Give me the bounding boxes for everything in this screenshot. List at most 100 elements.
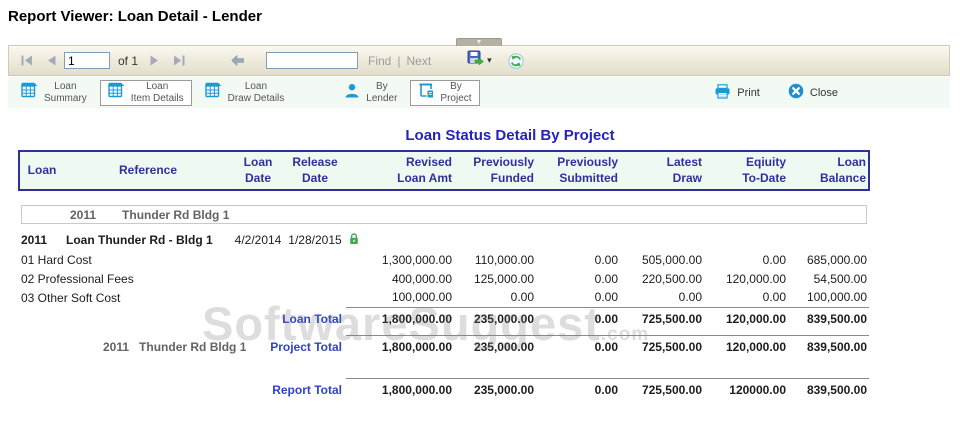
line-item-name: 03 Other Soft Cost xyxy=(21,290,121,305)
group-year: 2011 xyxy=(70,207,97,222)
lock-icon xyxy=(348,233,360,248)
loan-summary-button[interactable]: Loan Summary xyxy=(13,80,95,106)
latest-draw: 725,500.00 xyxy=(620,306,704,331)
latest-draw: 505,000.00 xyxy=(641,252,702,267)
print-button[interactable]: Print xyxy=(714,83,760,102)
find-next-link[interactable]: Next xyxy=(406,53,432,68)
loan-balance: 54,500.00 xyxy=(813,271,867,286)
export-save-icon xyxy=(467,50,485,71)
close-icon xyxy=(788,83,804,102)
nav-label: By xyxy=(450,81,462,92)
lock-status-cell xyxy=(346,229,869,250)
search-input[interactable] xyxy=(266,52,359,69)
col-header-reference: Reference xyxy=(64,149,232,192)
person-icon xyxy=(344,83,360,103)
loan-name: Loan Thunder Rd - Bldg 1 xyxy=(66,232,213,247)
loan-balance: 839,500.00 xyxy=(788,377,869,402)
last-page-icon[interactable] xyxy=(173,55,185,66)
previously-submitted: 0.00 xyxy=(594,290,618,305)
print-label: Print xyxy=(737,86,760,99)
close-button[interactable]: Close xyxy=(788,83,838,102)
find-next-divider: | xyxy=(397,53,401,68)
nav-label: Loan xyxy=(54,81,77,92)
loan-row: 2011 Loan Thunder Rd - Bldg 1 4/2/2014 1… xyxy=(19,229,869,250)
loan-status-table: Loan Reference Loan Date Release Date Revi… xyxy=(18,149,870,402)
latest-draw: 725,500.00 xyxy=(620,377,704,402)
equity-to-date: 120,000.00 xyxy=(704,306,788,331)
loan-item-details-button[interactable]: Loan Item Details xyxy=(99,79,192,106)
export-dropdown[interactable]: ▾ xyxy=(467,50,492,71)
latest-draw: 725,500.00 xyxy=(620,334,704,359)
previously-funded: 125,000.00 xyxy=(473,271,534,286)
close-label: Close xyxy=(809,86,838,99)
loan-balance: 839,500.00 xyxy=(788,334,869,359)
back-to-parent-icon[interactable] xyxy=(231,55,244,66)
by-project-button[interactable]: By Project xyxy=(410,79,480,106)
col-header-release-date: Release Date xyxy=(284,149,346,192)
nav-label: Loan xyxy=(244,81,268,92)
revised-loan-amt: 1,300,000.00 xyxy=(381,252,452,267)
previously-funded: 235,000.00 xyxy=(454,377,536,402)
col-header-previously-submitted: Previously Submitted xyxy=(536,149,620,192)
chevron-down-icon: ▾ xyxy=(487,55,492,65)
revised-loan-amt: 100,000.00 xyxy=(391,290,452,305)
group-header: 2011 Thunder Rd Bldg 1 xyxy=(21,205,867,225)
previously-submitted: 0.00 xyxy=(594,252,618,267)
first-page-icon[interactable] xyxy=(21,55,33,66)
previously-funded: 235,000.00 xyxy=(454,334,536,359)
refresh-icon[interactable] xyxy=(508,52,524,69)
equity-to-date: 120,000.00 xyxy=(704,334,788,359)
report-title: Loan Status Detail By Project xyxy=(405,127,615,144)
equity-to-date: 120,000.00 xyxy=(725,271,786,286)
line-item-name: 01 Hard Cost xyxy=(21,252,92,267)
previously-submitted: 0.00 xyxy=(536,377,620,402)
table-header-row: Loan Reference Loan Date Release Date Revi… xyxy=(18,149,870,192)
spreadsheet-report-icon xyxy=(204,82,222,103)
printer-icon xyxy=(714,83,731,102)
find-link[interactable]: Find xyxy=(368,53,392,68)
col-header-loan-balance: Loan Balance xyxy=(788,149,870,192)
previous-page-icon[interactable] xyxy=(47,55,56,66)
group-header-row: 2011 Thunder Rd Bldg 1 xyxy=(19,205,869,225)
by-lender-button[interactable]: By Lender xyxy=(336,80,405,106)
col-header-revised-loan-amt: Revised Loan Amt xyxy=(346,149,454,192)
collapse-toolbar-tab[interactable]: ▼ xyxy=(456,38,502,46)
col-header-previously-funded: Previously Funded xyxy=(454,149,536,192)
release-date: 1/28/2015 xyxy=(288,232,342,247)
page-number-input[interactable] xyxy=(64,52,110,69)
nav-label: Loan xyxy=(146,81,169,92)
col-header-equity-to-date: Eqiuity To-Date xyxy=(704,149,788,192)
nav-label: Project xyxy=(440,92,472,104)
previously-submitted: 0.00 xyxy=(536,334,620,359)
report-nav-toolbar: Loan Summary Loan Item Details Loan Draw De… xyxy=(8,77,950,108)
nav-label: Draw Details xyxy=(227,92,285,104)
spreadsheet-report-icon xyxy=(21,82,38,103)
loan-draw-details-button[interactable]: Loan Draw Details xyxy=(197,80,293,106)
col-header-loan-date: Loan Date xyxy=(232,149,284,192)
line-item-name: 02 Professional Fees xyxy=(21,271,134,286)
project-total-row: 2011 Thunder Rd Bldg 1 Project Total 1,8… xyxy=(19,334,869,359)
project-total-label: Project Total xyxy=(270,339,342,354)
group-name: Thunder Rd Bldg 1 xyxy=(122,207,230,222)
revised-loan-amt: 1,800,000.00 xyxy=(346,306,454,331)
revised-loan-amt: 1,800,000.00 xyxy=(346,334,454,359)
nav-label: Summary xyxy=(44,92,87,104)
table-row: 03 Other Soft Cost 100,000.00 0.00 0.00 … xyxy=(19,288,869,307)
report-total-row: Report Total 1,800,000.00 235,000.00 0.0… xyxy=(19,377,869,402)
previously-funded: 235,000.00 xyxy=(454,306,536,331)
project-table-icon xyxy=(418,82,434,103)
latest-draw: 0.00 xyxy=(678,290,702,305)
page-title: Report Viewer: Loan Detail - Lender xyxy=(8,8,262,25)
previously-funded: 110,000.00 xyxy=(474,252,534,267)
previously-funded: 0.00 xyxy=(510,290,534,305)
nav-label: Item Details xyxy=(130,92,184,104)
col-header-latest-draw: Latest Draw xyxy=(620,149,704,192)
next-page-icon[interactable] xyxy=(150,55,159,66)
nav-label: Lender xyxy=(366,92,398,104)
nav-label: By xyxy=(376,81,388,92)
project-year: 2011 xyxy=(103,339,130,354)
revised-loan-amt: 1,800,000.00 xyxy=(346,377,454,402)
loan-balance: 100,000.00 xyxy=(806,290,867,305)
loan-year: 2011 xyxy=(21,232,48,247)
